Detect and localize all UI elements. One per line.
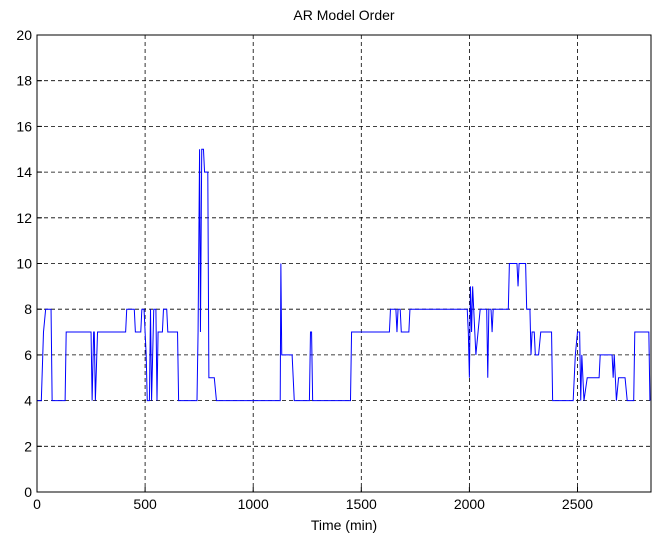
y-tick-label: 2 [24,438,32,454]
y-tick-label: 20 [16,27,32,43]
y-tick-label: 12 [16,210,32,226]
y-tick-label: 0 [24,484,32,500]
x-tick-label: 1000 [238,496,269,512]
y-tick-label: 4 [24,393,32,409]
y-tick-label: 18 [16,73,32,89]
x-tick-label: 0 [33,496,41,512]
chart-title: AR Model Order [293,7,394,23]
x-tick-label: 1500 [346,496,377,512]
y-tick-label: 10 [16,256,32,272]
x-tick-label: 2500 [562,496,593,512]
y-tick-label: 14 [16,164,32,180]
x-tick-label: 500 [133,496,157,512]
y-tick-label: 6 [24,347,32,363]
x-tick-label: 2000 [454,496,485,512]
y-tick-label: 8 [24,301,32,317]
y-tick-label: 16 [16,118,32,134]
x-axis-label: Time (min) [311,517,377,533]
plot-frame [36,34,652,493]
data-line [37,148,651,402]
